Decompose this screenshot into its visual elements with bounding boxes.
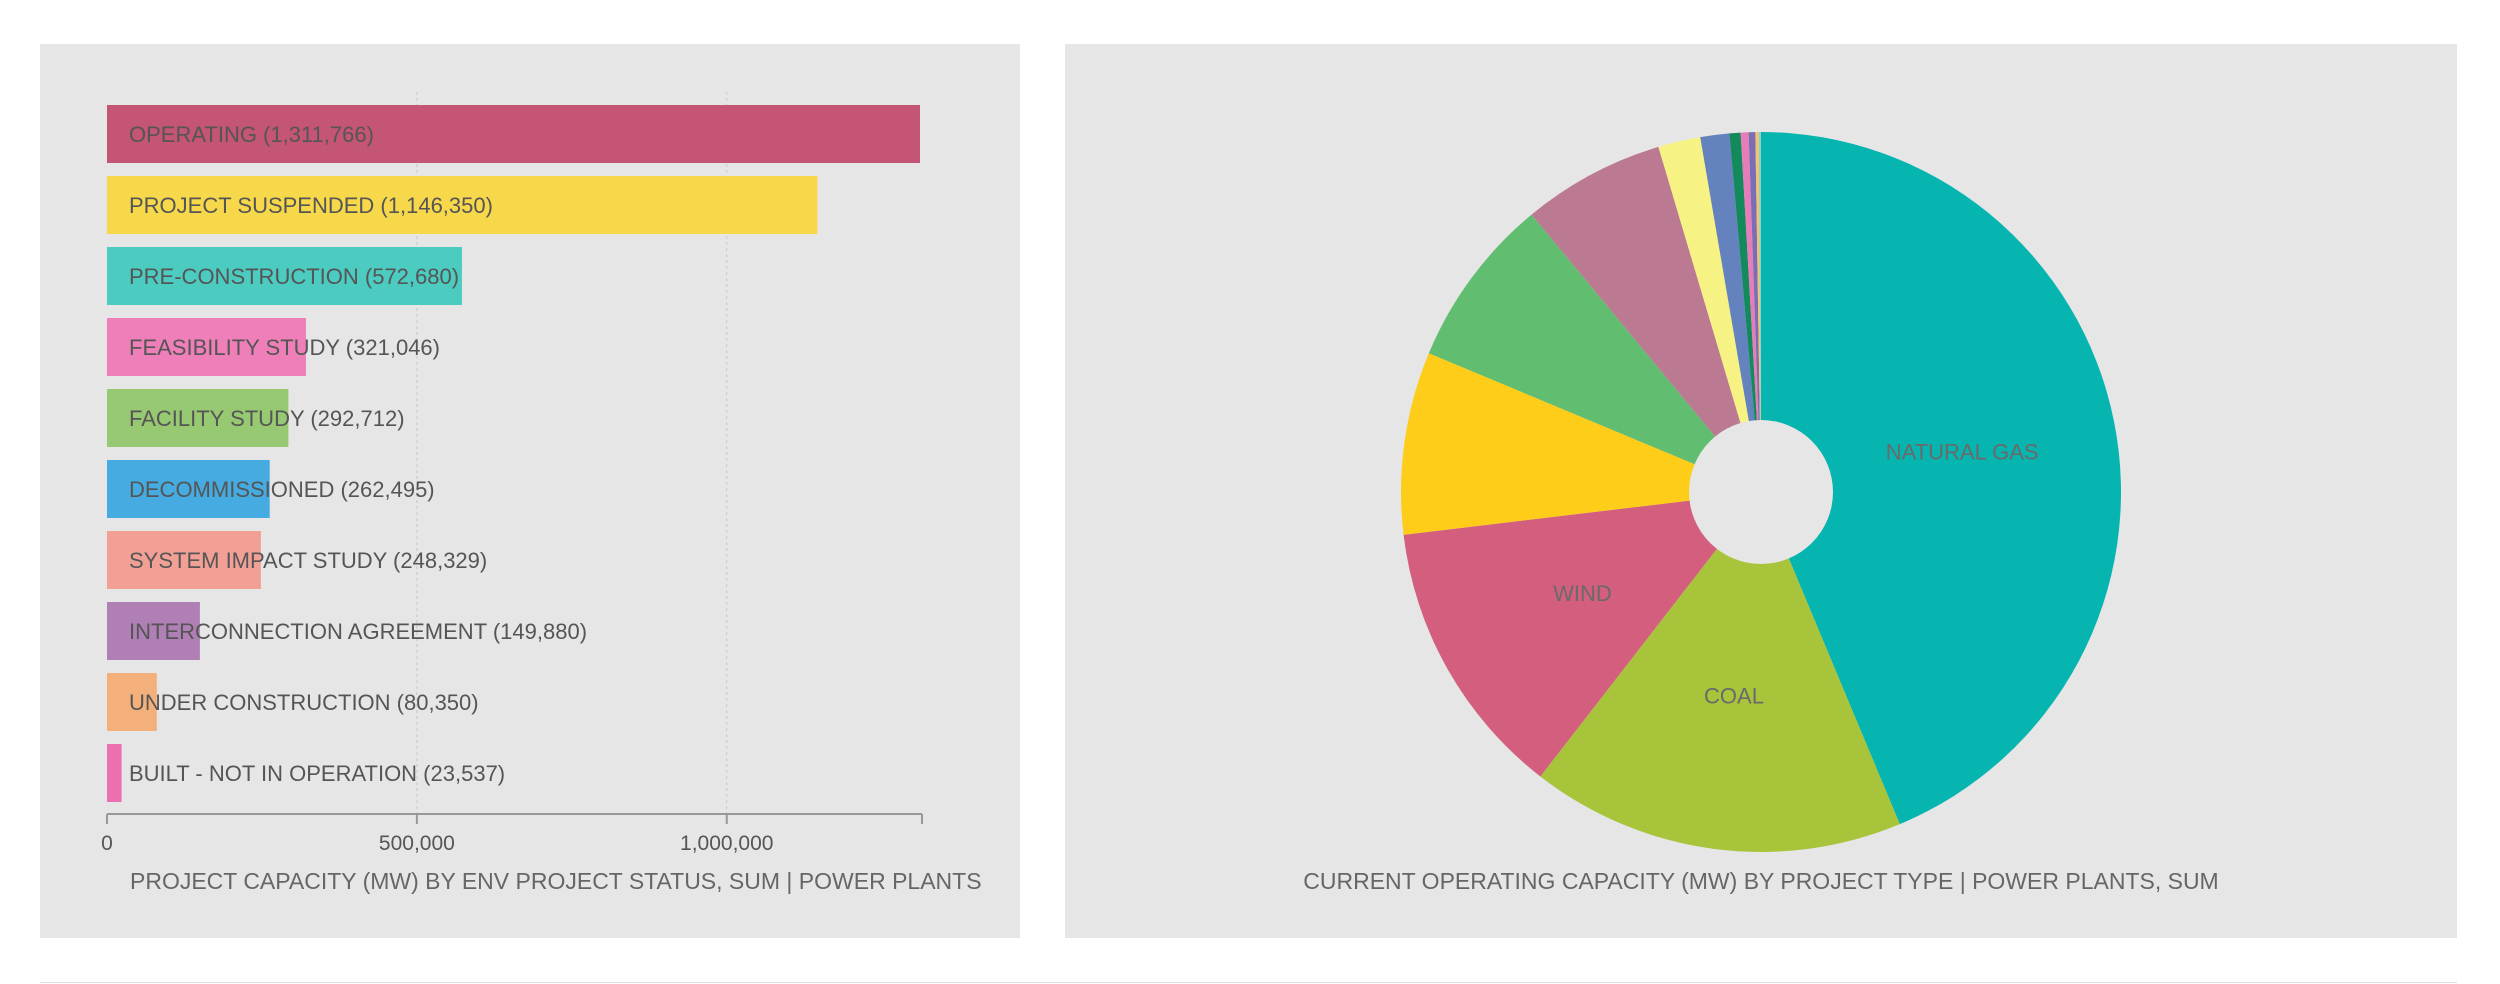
- pie-chart-slice: [1401, 353, 1761, 535]
- pie-chart-slices: [1401, 132, 2121, 852]
- pie-chart-slice: [1748, 132, 1761, 492]
- pie-chart-panel: NATURAL GAS COAL WIND CURRENT OPERATING CA…: [1065, 44, 2457, 938]
- bar-chart-x-tick-label: 0: [101, 832, 113, 855]
- pie-chart-slice: [1740, 132, 1761, 492]
- bar-chart-x-tick-label: 500,000: [379, 832, 455, 855]
- pie-chart-slice-label: WIND: [1553, 581, 1612, 606]
- pie-chart-slice: [1700, 133, 1761, 492]
- bar-chart-bar: [107, 389, 289, 447]
- bar-chart: OPERATING (1,311,766) PROJECT SUSPENDED (…: [101, 92, 982, 894]
- pie-chart-slice-labels: NATURAL GAS COAL WIND: [1553, 440, 2038, 709]
- bar-chart-bar-label: UNDER CONSTRUCTION (80,350): [129, 690, 479, 715]
- pie-chart-slice: [1761, 132, 2121, 825]
- bar-chart-bar-label: INTERCONNECTION AGREEMENT (149,880): [129, 619, 587, 644]
- pie-chart-slice: [1428, 214, 1761, 492]
- bar-chart-x-axis: 0 500,000 1,000,000: [101, 813, 923, 855]
- bar-chart-bar: [107, 531, 261, 589]
- bar-chart-bar: [107, 318, 306, 376]
- bar-chart-bar-label: DECOMMISSIONED (262,495): [129, 477, 435, 502]
- bar-chart-bar: [107, 673, 157, 731]
- bar-chart-x-tick-label: 1,000,000: [680, 832, 773, 855]
- pie-chart-slice-label: COAL: [1704, 683, 1764, 708]
- bar-chart-bar-label: FEASIBILITY STUDY (321,046): [129, 335, 440, 360]
- pie-chart-title: CURRENT OPERATING CAPACITY (MW) BY PROJE…: [1303, 868, 2218, 894]
- bottom-divider: [40, 982, 2457, 983]
- pie-chart-slice: [1755, 132, 1761, 492]
- bar-chart-title: PROJECT CAPACITY (MW) BY ENV PROJECT STA…: [130, 868, 982, 894]
- bar-chart-bar-label: SYSTEM IMPACT STUDY (248,329): [129, 548, 487, 573]
- bar-chart-bar: [107, 105, 920, 163]
- bar-chart-bar-label: OPERATING (1,311,766): [129, 122, 374, 147]
- pie-chart-slice: [1403, 492, 1761, 777]
- bar-chart-panel: OPERATING (1,311,766) PROJECT SUSPENDED (…: [40, 44, 1020, 938]
- bar-chart-bar-labels: OPERATING (1,311,766) PROJECT SUSPENDED (…: [129, 122, 587, 786]
- pie-chart-center-hole: [1689, 420, 1833, 564]
- pie-chart-slice-label: NATURAL GAS: [1886, 440, 2039, 465]
- bar-chart-bar-label: PROJECT SUSPENDED (1,146,350): [129, 193, 493, 218]
- bar-chart-bar: [107, 602, 200, 660]
- bar-chart-bar-label: BUILT - NOT IN OPERATION (23,537): [129, 761, 505, 786]
- bar-chart-bar-label: FACILITY STUDY (292,712): [129, 406, 405, 431]
- bar-chart-bar: [107, 247, 462, 305]
- pie-chart-slice: [1540, 492, 1900, 852]
- pie-chart: NATURAL GAS COAL WIND CURRENT OPERATING CA…: [1303, 132, 2219, 894]
- bar-chart-bars: [107, 105, 920, 802]
- bar-chart-bar: [107, 744, 122, 802]
- pie-chart-slice: [1758, 132, 1761, 492]
- pie-chart-slice: [1729, 132, 1761, 492]
- bar-chart-bar: [107, 460, 270, 518]
- pie-chart-slice: [1658, 137, 1761, 492]
- bar-chart-bar: [107, 176, 818, 234]
- bar-chart-bar-label: PRE-CONSTRUCTION (572,680): [129, 264, 459, 289]
- pie-chart-slice: [1531, 146, 1761, 492]
